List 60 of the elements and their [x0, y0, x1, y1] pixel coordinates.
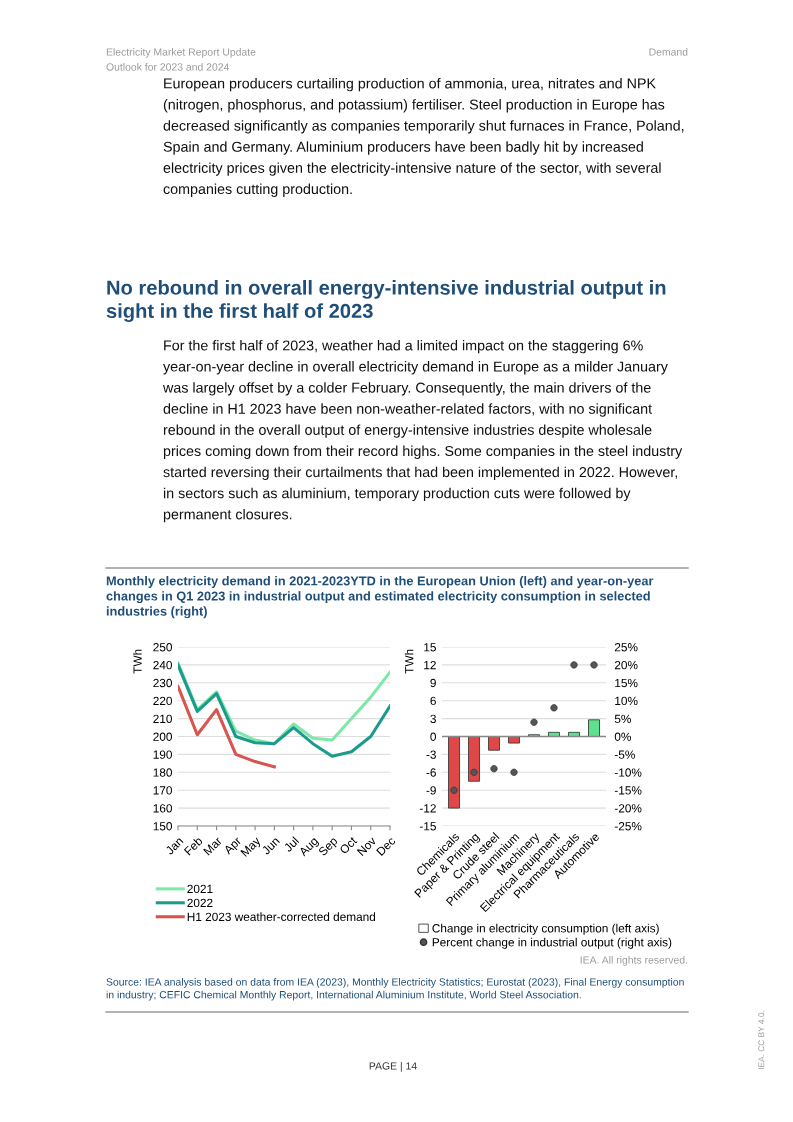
- text: No rebound in overall energy-intensive industrial output in sight in the first half of 2023: [106, 280, 666, 323]
- y-tick-label: 190: [153, 750, 172, 759]
- x-tick-label: Jun: [261, 836, 280, 856]
- x-tick-label: Jan: [164, 836, 184, 856]
- x-tick-label: Feb: [183, 836, 204, 856]
- text: IEA. All rights reserved.: [580, 956, 688, 966]
- legend-label: 2022: [187, 898, 213, 908]
- y-tick-label: 12: [424, 660, 436, 670]
- text: Demand: [649, 48, 688, 56]
- legend-label: H1 2023 weather-corrected demand: [187, 912, 376, 922]
- text: For the first half of 2023, weather had a limited impact on the staggering 6% year-on-year decline in overall electricity demand in Europe as a milder January was largely offset by a colder February. Consequently, the main drivers of the decline in H1 2023 have been non-weather-related factors, with no significant rebound in the overall output of energy-intensive industries despite wholesale prices coming down from their record highs. Some companies in the steel industry started reversing their curtailments that had been implemented in 2022. However, in sectors such as aluminium, temporary production cuts were followed by permanent closures.: [162, 340, 683, 523]
- y-tick-label: 9: [430, 678, 436, 688]
- text: Outlook for 2023 and 2024: [106, 63, 230, 71]
- x-tick-label: May: [240, 836, 263, 859]
- y2-tick-label: 15%: [615, 678, 638, 688]
- y2-tick-label: -10%: [614, 768, 642, 777]
- y-tick-label: 180: [153, 768, 172, 777]
- y-tick-label: -6: [426, 768, 436, 777]
- y-tick-label: -3: [426, 750, 436, 759]
- y-tick-label: 250: [153, 643, 172, 652]
- legend-label: Change in electricity consumption (left axis): [432, 923, 659, 935]
- x-tick-label: Nov: [356, 836, 377, 857]
- y-tick-label: 220: [153, 696, 172, 706]
- y-tick-label: 15: [424, 643, 436, 652]
- y2-tick-label: 20%: [614, 660, 638, 670]
- text: Monthly electricity demand in 2021-2023YTD in the European Union (left) and year-on-year changes in Q1 2023 in industrial output and estimated electricity consumption in selected industries (right): [106, 576, 654, 619]
- source-note: Source: IEA analysis based on data from IEA (2023), Monthly Electricity Statistics; Eurostat (2023), Final Energy consumption in industry; CEFIC Chemical Monthly Report, International Aluminium Institute, World Steel Association.: [106, 978, 684, 1001]
- text: IEA. CC BY 4.0.: [758, 1010, 765, 1070]
- y-tick-label: 230: [153, 678, 172, 688]
- y2-tick-label: 25%: [614, 643, 638, 652]
- text: European producers curtailing production of ammonia, urea, nitrates and NPK (nitrogen, phosphorus, and potassium) fertiliser. Steel production in Europe has decreased significantly as companies temporarily shut furnaces in France, Poland, Spain and Germany. Aluminium producers have been badly hit by increased electricity prices given the electricity-intensive nature of the sector, with several companies cutting production.: [163, 78, 684, 197]
- x-tick-label: Oct: [339, 836, 358, 855]
- x-tick-label: Mar: [203, 836, 223, 856]
- y-tick-label: 200: [153, 732, 172, 741]
- y-tick-label: -9: [426, 786, 436, 795]
- y-tick-label: 240: [153, 660, 172, 670]
- y-tick-label: 150: [153, 822, 172, 831]
- y-tick-label: 160: [153, 804, 172, 813]
- y-tick-label: -12: [419, 804, 436, 813]
- y-tick-label: 0: [430, 732, 436, 741]
- y-tick-label: 170: [153, 786, 172, 795]
- y2-tick-label: 5%: [614, 714, 631, 723]
- legend-label: 2021: [187, 884, 213, 894]
- y2-tick-label: 0%: [614, 732, 631, 741]
- x-tick-label: Jul: [283, 836, 300, 853]
- y2-tick-label: -15%: [614, 786, 642, 795]
- x-tick-label: Dec: [376, 836, 396, 857]
- y2-tick-label: -20%: [614, 804, 642, 813]
- y2-tick-label: -5%: [614, 750, 635, 759]
- y2-tick-label: 10%: [615, 696, 638, 706]
- y-tick-label: 3: [430, 714, 436, 723]
- y-axis-title: TWh: [133, 649, 142, 674]
- text: Electricity Market Report Update: [106, 48, 256, 58]
- y-tick-label: 6: [430, 696, 436, 706]
- legend-label: Percent change in industrial output (right axis): [432, 937, 672, 949]
- y-tick-label: -15: [419, 822, 436, 831]
- text: PAGE | 14: [369, 1062, 417, 1072]
- y-axis-title: TWh: [404, 649, 414, 674]
- y2-tick-label: -25%: [614, 822, 642, 831]
- y-tick-label: 210: [153, 714, 172, 723]
